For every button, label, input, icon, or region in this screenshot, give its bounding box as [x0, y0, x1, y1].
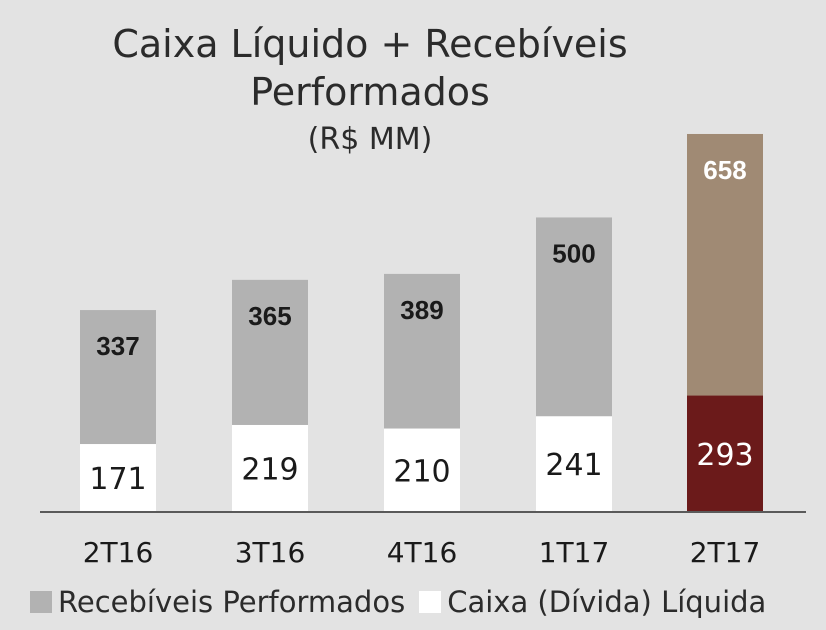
- x-tick-label-2t16: 2T16: [83, 536, 154, 569]
- bar-recebiveis-2t16: [80, 310, 156, 445]
- legend-item-caixa: Caixa (Dívida) Líquida: [419, 585, 766, 619]
- data-label-caixa-4t16: 210: [393, 454, 450, 489]
- legend-label-recebiveis: Recebíveis Performados: [58, 585, 406, 619]
- x-tick-label-3t16: 3T16: [235, 536, 306, 569]
- legend: Recebíveis Performados Caixa (Dívida) Lí…: [30, 584, 780, 620]
- bar-caixa-1t17: [536, 416, 612, 512]
- legend-item-recebiveis: Recebíveis Performados: [30, 585, 405, 619]
- bar-caixa-2t16: [80, 444, 156, 512]
- data-label-caixa-1t17: 241: [545, 448, 602, 483]
- data-label-caixa-2t17: 293: [696, 438, 753, 473]
- legend-swatch-caixa: [419, 591, 442, 613]
- bar-caixa-2t17: [687, 395, 763, 512]
- x-tick-label-1t17: 1T17: [539, 536, 610, 569]
- data-label-caixa-3t16: 219: [241, 452, 298, 487]
- x-tick-label-4t16: 4T16: [387, 536, 458, 569]
- chart-title-line-1: Caixa Líquido + Recebíveis: [112, 22, 628, 66]
- data-label-caixa-2t16: 171: [89, 462, 146, 497]
- data-label-recebiveis-4t16: 389: [400, 295, 443, 325]
- data-label-recebiveis-2t17: 658: [703, 155, 746, 185]
- legend-label-caixa: Caixa (Dívida) Líquida: [447, 585, 767, 619]
- chart-subtitle: (R$ MM): [307, 122, 433, 157]
- data-label-recebiveis-3t16: 365: [248, 301, 291, 331]
- data-label-recebiveis-1t17: 500: [552, 238, 595, 268]
- chart-title-line-2: Performados: [250, 70, 490, 114]
- bar-recebiveis-2t17: [687, 133, 763, 396]
- bar-caixa-3t16: [232, 424, 308, 512]
- legend-swatch-recebiveis: [30, 591, 52, 613]
- x-tick-label-2t17: 2T17: [690, 536, 761, 569]
- bar-caixa-4t16: [384, 428, 460, 512]
- bar-recebiveis-1t17: [536, 217, 612, 417]
- bar-recebiveis-4t16: [384, 273, 460, 429]
- data-label-recebiveis-2t16: 337: [96, 331, 139, 361]
- bar-recebiveis-3t16: [232, 279, 308, 425]
